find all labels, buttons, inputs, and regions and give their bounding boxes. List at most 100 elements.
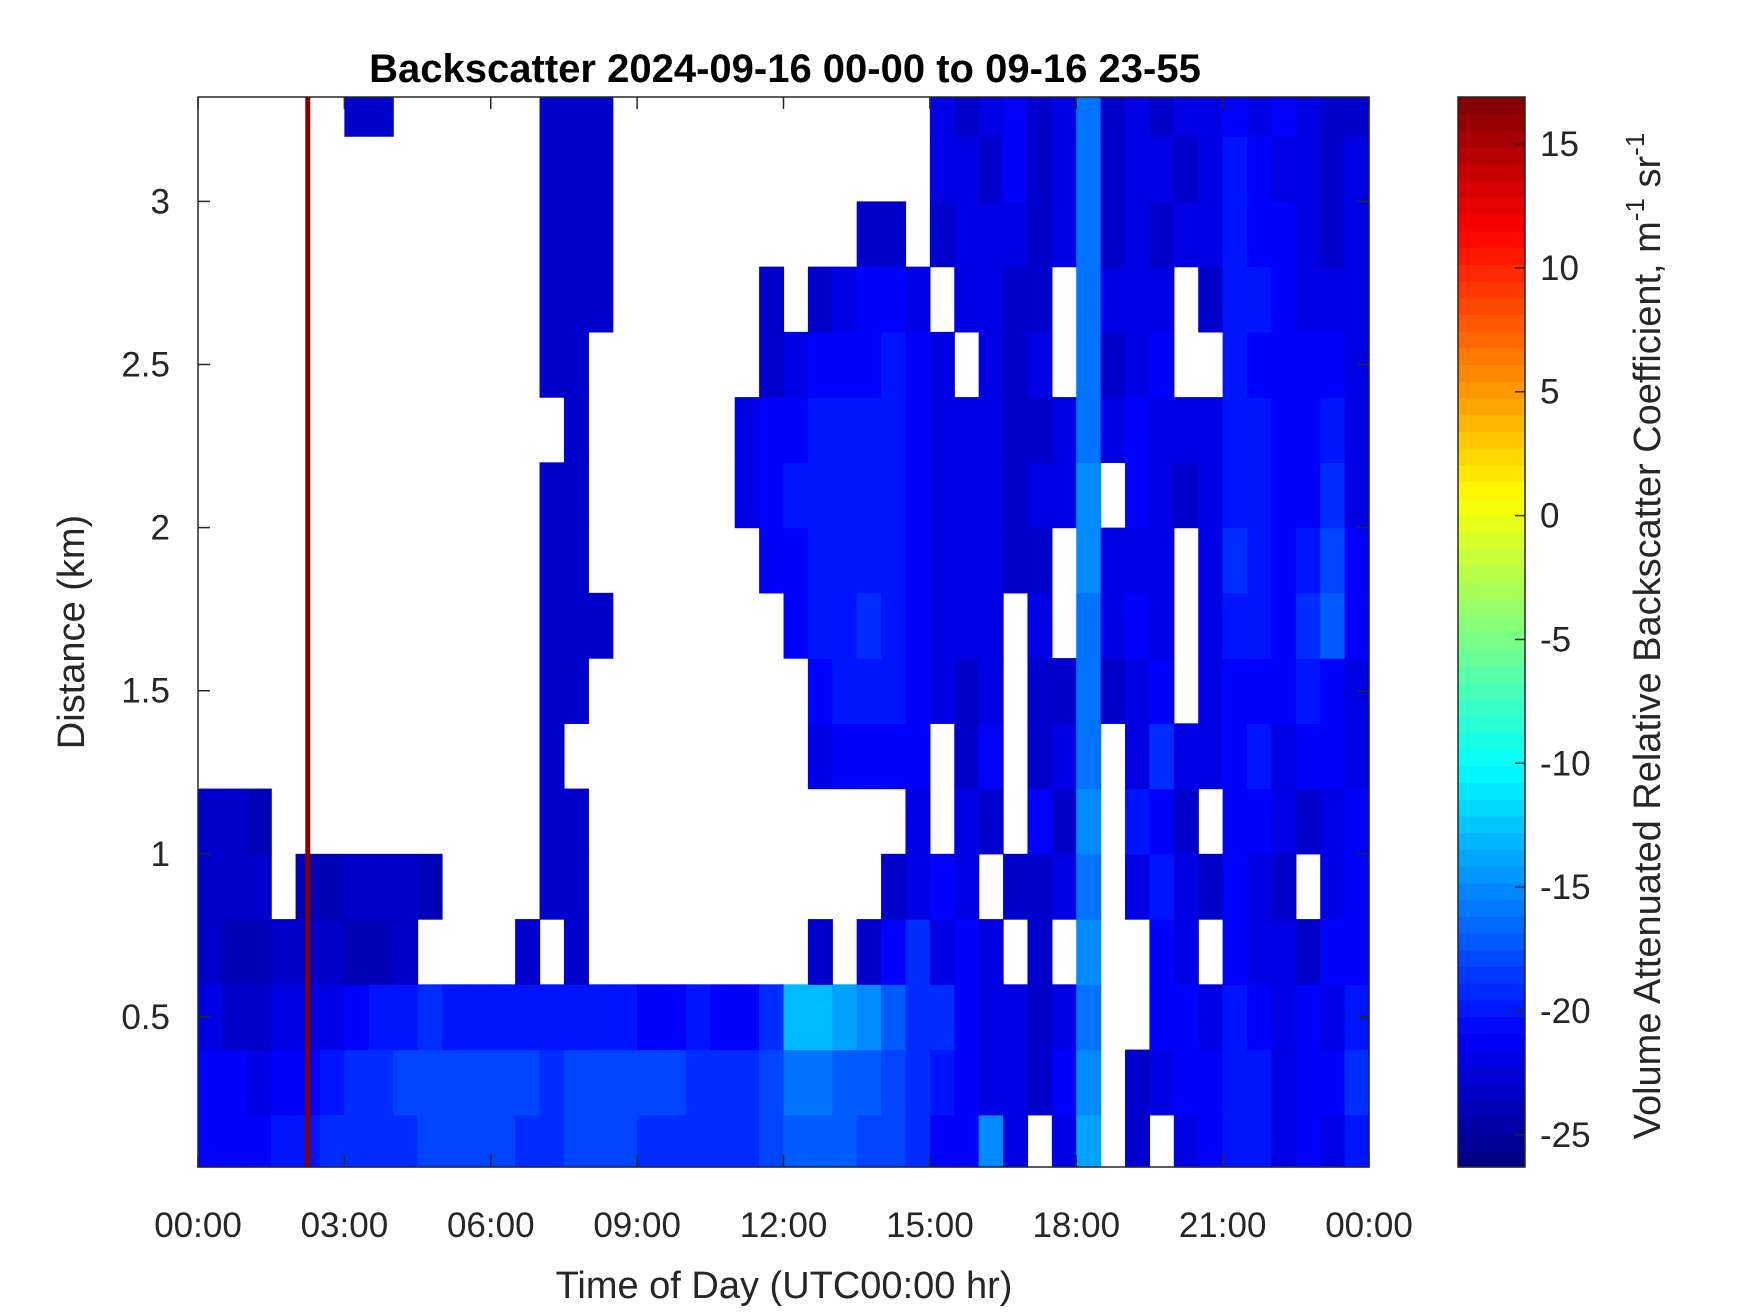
x-tick-label: 00:00 — [1325, 1206, 1413, 1245]
heatmap-cell — [734, 984, 760, 1051]
heatmap-cell — [832, 723, 858, 790]
heatmap-cell — [417, 1049, 443, 1116]
heatmap-cell — [1149, 984, 1175, 1051]
heatmap-cell — [1173, 1049, 1199, 1116]
colorbar-swatch — [1458, 949, 1525, 967]
heatmap-cell — [905, 592, 931, 659]
heatmap-cell — [1198, 984, 1224, 1051]
heatmap-cell — [881, 201, 907, 268]
heatmap-cell — [1198, 853, 1224, 920]
colorbar-tick-label: -15 — [1540, 868, 1591, 907]
heatmap-cell — [1125, 397, 1151, 463]
heatmap-cell — [905, 723, 931, 790]
heatmap-cell — [1320, 97, 1346, 137]
heatmap-cell — [1222, 462, 1248, 529]
heatmap-cell — [1344, 919, 1370, 985]
heatmap-cell — [1222, 592, 1248, 659]
heatmap-cell — [344, 1114, 370, 1168]
heatmap-cell — [1027, 723, 1053, 790]
heatmap-cell — [1003, 201, 1029, 268]
heatmap-cell — [1076, 266, 1102, 333]
heatmap-cell — [1320, 1114, 1346, 1168]
heatmap-cell — [807, 331, 833, 398]
heatmap-cell — [954, 919, 980, 985]
heatmap-cell — [563, 97, 589, 137]
heatmap-cell — [856, 919, 882, 985]
x-tick-label: 12:00 — [740, 1206, 828, 1245]
colorbar-swatch — [1458, 615, 1525, 633]
colorbar-swatch — [1458, 632, 1525, 650]
heatmap-cell — [1051, 723, 1077, 790]
heatmap-cell — [1222, 1114, 1248, 1168]
heatmap-cell — [1344, 527, 1370, 594]
heatmap-cell — [1027, 462, 1053, 529]
heatmap-cell — [905, 984, 931, 1051]
colorbar-swatch — [1458, 130, 1525, 148]
heatmap-cell — [1222, 527, 1248, 594]
heatmap-cell — [1051, 397, 1077, 463]
colorbar-tick-label: -25 — [1540, 1116, 1591, 1155]
heatmap-cell — [1003, 331, 1029, 398]
heatmap-cell — [807, 658, 833, 724]
heatmap-cell — [856, 984, 882, 1051]
heatmap-cell — [417, 984, 443, 1051]
heatmap-cell — [246, 853, 272, 920]
heatmap-cell — [563, 201, 589, 268]
heatmap-cell — [563, 331, 589, 398]
heatmap-cell — [1247, 788, 1273, 855]
colorbar-swatch — [1458, 264, 1525, 282]
heatmap-cell — [319, 1114, 345, 1168]
x-tick-label: 06:00 — [447, 1206, 535, 1245]
heatmap-cell — [1100, 592, 1126, 659]
heatmap-cell — [1027, 397, 1053, 463]
heatmap-cell — [222, 1049, 248, 1116]
heatmap-cell — [271, 919, 297, 985]
heatmap-cell — [978, 919, 1004, 985]
heatmap-cell — [929, 527, 955, 594]
heatmap-cell — [807, 397, 833, 463]
heatmap-cell — [539, 201, 565, 268]
heatmap-cell — [1271, 201, 1297, 268]
heatmap-cell — [417, 1114, 443, 1168]
heatmap-cell — [271, 1114, 297, 1168]
colorbar-swatch — [1458, 1049, 1525, 1068]
heatmap-cell — [856, 266, 882, 333]
heatmap-cell — [1149, 853, 1175, 920]
heatmap-cell — [539, 266, 565, 333]
heatmap-cell — [1320, 266, 1346, 333]
colorbar-swatch — [1458, 1016, 1525, 1034]
heatmap-cell — [563, 136, 589, 202]
heatmap-cell — [759, 266, 785, 333]
heatmap-cell — [1198, 397, 1224, 463]
heatmap-cell — [1076, 592, 1102, 659]
heatmap-cell — [1198, 527, 1224, 594]
heatmap-cell — [1247, 331, 1273, 398]
heatmap-cell — [734, 1114, 760, 1168]
heatmap-cell — [1125, 788, 1151, 855]
heatmap-cell — [954, 462, 980, 529]
chart-title: Backscatter 2024-09-16 00-00 to 09-16 23… — [369, 47, 1201, 91]
heatmap-cell — [881, 331, 907, 398]
colorbar-swatch — [1458, 147, 1525, 165]
heatmap-cell — [393, 919, 419, 985]
heatmap-cell — [1076, 97, 1102, 137]
heatmap-cell — [1344, 201, 1370, 268]
x-tick-label: 18:00 — [1032, 1206, 1120, 1245]
heatmap-cell — [978, 266, 1004, 333]
heatmap-cell — [661, 984, 687, 1051]
heatmap-cell — [1295, 1114, 1321, 1168]
heatmap-cell — [1222, 136, 1248, 202]
heatmap-cell — [222, 788, 248, 855]
heatmap-cell — [1295, 1049, 1321, 1116]
heatmap-cell — [1295, 527, 1321, 594]
heatmap-cell — [954, 527, 980, 594]
colorbar-swatch — [1458, 314, 1525, 332]
heatmap-cell — [1173, 1114, 1199, 1168]
heatmap-cell — [783, 984, 809, 1051]
colorbar-tick-label: 5 — [1540, 373, 1559, 412]
heatmap-cell — [1003, 853, 1029, 920]
heatmap-cell — [1271, 919, 1297, 985]
heatmap-cell — [1076, 1114, 1102, 1168]
heatmap-cell — [1222, 331, 1248, 398]
heatmap-cell — [1222, 266, 1248, 333]
